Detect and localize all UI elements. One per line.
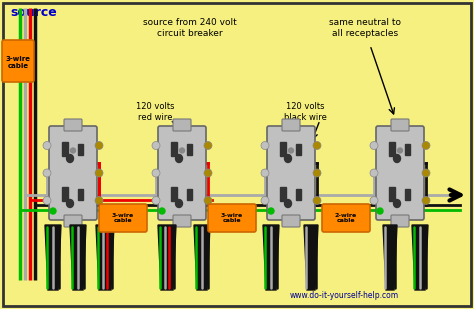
Circle shape [152,169,160,177]
Circle shape [261,197,269,205]
Circle shape [95,142,103,150]
Text: www.do-it-yourself-help.com: www.do-it-yourself-help.com [290,291,399,300]
Circle shape [289,148,293,153]
Circle shape [204,142,212,150]
Circle shape [43,169,51,177]
Circle shape [398,148,402,153]
Circle shape [152,142,160,150]
Ellipse shape [66,200,73,208]
Polygon shape [96,225,114,290]
Circle shape [180,148,184,153]
Bar [296,188,301,200]
FancyBboxPatch shape [2,40,34,82]
Text: 120 volts
red wire: 120 volts red wire [136,102,174,122]
Bar [296,143,301,154]
FancyBboxPatch shape [322,204,370,232]
Ellipse shape [393,154,401,163]
Bar [78,188,83,200]
Polygon shape [194,225,210,290]
Circle shape [370,197,378,205]
Circle shape [204,197,212,205]
Circle shape [268,208,274,214]
Circle shape [50,208,56,214]
Polygon shape [304,225,318,290]
Bar [389,187,395,201]
Bar [78,143,83,154]
Ellipse shape [175,200,182,208]
Bar [280,187,286,201]
Circle shape [422,169,430,177]
Circle shape [261,142,269,150]
Ellipse shape [393,200,401,208]
Circle shape [95,197,103,205]
Circle shape [422,142,430,150]
Polygon shape [158,225,176,290]
FancyBboxPatch shape [282,215,300,227]
Text: 3-wire
cable: 3-wire cable [6,56,30,69]
FancyBboxPatch shape [391,215,409,227]
FancyBboxPatch shape [376,126,424,220]
FancyBboxPatch shape [282,119,300,131]
Text: source: source [10,6,57,19]
Circle shape [370,169,378,177]
Bar [62,187,68,201]
Bar [280,142,286,155]
Polygon shape [70,225,86,290]
Polygon shape [383,225,397,290]
FancyBboxPatch shape [173,215,191,227]
Circle shape [422,197,430,205]
FancyBboxPatch shape [99,204,147,232]
Circle shape [313,197,321,205]
Text: 3-wire
cable: 3-wire cable [112,213,134,223]
Bar [171,142,177,155]
Text: 2-wire
cable: 2-wire cable [335,213,357,223]
Bar [405,143,410,154]
Circle shape [71,148,75,153]
Circle shape [152,197,160,205]
Text: 120 volts
black wire: 120 volts black wire [283,102,327,122]
FancyBboxPatch shape [49,126,97,220]
Bar [389,142,395,155]
Bar [187,143,192,154]
Bar [187,188,192,200]
FancyBboxPatch shape [267,126,315,220]
Circle shape [43,197,51,205]
Text: source from 240 volt
circuit breaker: source from 240 volt circuit breaker [143,18,237,38]
Ellipse shape [66,154,73,163]
Circle shape [204,169,212,177]
Bar [171,187,177,201]
Circle shape [313,142,321,150]
Polygon shape [45,225,61,290]
Ellipse shape [284,154,292,163]
Circle shape [261,169,269,177]
Ellipse shape [175,154,182,163]
Bar [62,142,68,155]
FancyBboxPatch shape [64,119,82,131]
Bar [405,188,410,200]
FancyBboxPatch shape [391,119,409,131]
Circle shape [377,208,383,214]
Ellipse shape [284,200,292,208]
Polygon shape [412,225,428,290]
FancyBboxPatch shape [173,119,191,131]
FancyBboxPatch shape [64,215,82,227]
Circle shape [313,169,321,177]
Circle shape [43,142,51,150]
Circle shape [370,142,378,150]
Text: 3-wire
cable: 3-wire cable [221,213,243,223]
FancyBboxPatch shape [158,126,206,220]
Polygon shape [263,225,279,290]
FancyBboxPatch shape [208,204,256,232]
Text: same neutral to
all receptacles: same neutral to all receptacles [329,18,401,38]
Circle shape [159,208,165,214]
Circle shape [95,169,103,177]
